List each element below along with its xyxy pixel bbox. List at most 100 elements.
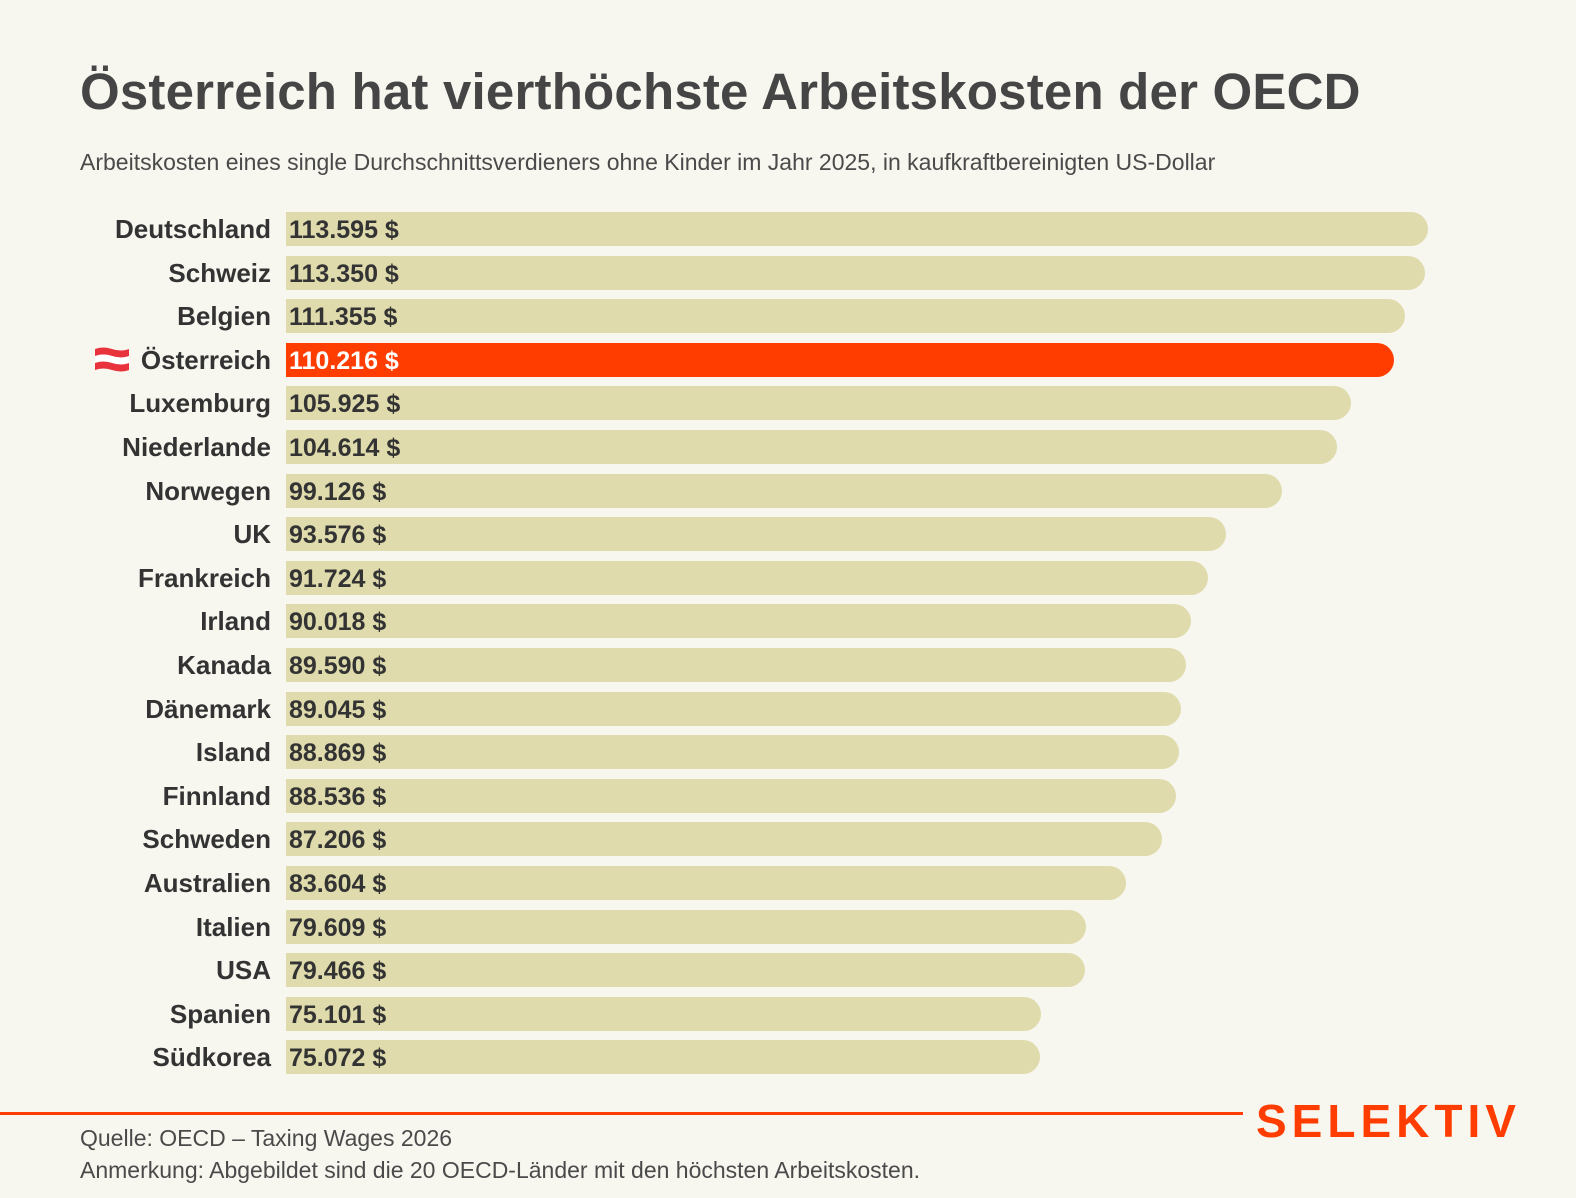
data-label: 89.590 $ <box>289 652 387 680</box>
data-label: 88.536 $ <box>289 782 387 811</box>
bar <box>286 735 1180 770</box>
category-name: Kanada <box>177 650 271 680</box>
category-label: Irland <box>200 604 271 638</box>
data-label: 90.018 $ <box>289 608 387 637</box>
bar <box>286 560 1208 595</box>
category-name: UK <box>233 519 271 550</box>
bar-highlight <box>286 342 1394 377</box>
bar-row: Island 88.869 $ <box>0 735 1576 770</box>
bar-row: Niederlande 104.614 $ <box>0 430 1576 464</box>
bar <box>286 822 1163 857</box>
bar-row: USA 79.466 $ <box>0 953 1576 988</box>
bar-row: Norwegen 99.126 $ <box>0 473 1576 508</box>
data-label: 79.466 $ <box>289 957 387 986</box>
bar-row: Italien 79.609 $ <box>0 909 1576 944</box>
category-name: Finnland <box>162 780 271 811</box>
bar-row: Australien 83.604 $ <box>0 866 1576 900</box>
data-label: 75.072 $ <box>289 1044 387 1073</box>
category-name: Schweden <box>142 824 271 855</box>
bar-row: Finnland 88.536 $ <box>0 778 1576 813</box>
category-name: USA <box>216 955 271 986</box>
category-name: Irland <box>200 606 271 637</box>
bar-row: Schweden 87.206 $ <box>0 822 1576 857</box>
bar <box>286 386 1351 421</box>
category-label: Dänemark <box>145 692 271 726</box>
footnote: Anmerkung: Abgebildet sind die 20 OECD-L… <box>80 1157 920 1183</box>
category-name: Dänemark <box>145 693 271 724</box>
bar <box>286 996 1041 1031</box>
data-label: 99.126 $ <box>289 477 387 506</box>
data-label: 91.724 $ <box>289 564 387 593</box>
category-label: Belgien <box>177 299 271 333</box>
category-label: Österreich <box>93 343 271 377</box>
footer-divider <box>0 1112 1243 1115</box>
bar-row: Deutschland 113.595 $ <box>0 212 1576 246</box>
bar <box>286 212 1428 246</box>
category-name: Südkorea <box>152 1042 272 1073</box>
category-label: Finnland <box>163 779 271 813</box>
category-name: Österreich <box>140 344 271 375</box>
category-label: USA <box>216 953 271 987</box>
brand-logo: SELEKTIV <box>1256 1095 1521 1147</box>
data-label: 75.101 $ <box>289 1000 387 1029</box>
bar <box>286 691 1181 726</box>
data-label: 93.576 $ <box>289 521 387 550</box>
category-label: Australien <box>144 866 271 900</box>
data-label: 111.355 $ <box>289 303 398 332</box>
bar <box>286 473 1283 508</box>
bar-row: UK 93.576 $ <box>0 517 1576 552</box>
bar-row: Luxemburg 105.925 $ <box>0 386 1576 421</box>
category-label: Deutschland <box>115 212 271 246</box>
category-label: UK <box>233 517 271 551</box>
austria-flag-icon <box>94 347 129 372</box>
bar-row: Frankreich 91.724 $ <box>0 560 1576 595</box>
data-label: 83.604 $ <box>289 870 387 898</box>
bar-row: Dänemark 89.045 $ <box>0 691 1576 726</box>
category-label: Norwegen <box>145 474 271 508</box>
source-note: Quelle: OECD – Taxing Wages 2026 <box>80 1125 453 1151</box>
data-label: 113.350 $ <box>289 259 399 288</box>
category-label: Island <box>196 735 271 769</box>
bar <box>286 1040 1041 1075</box>
bar <box>286 604 1191 639</box>
category-name: Italien <box>195 911 271 942</box>
bar <box>286 953 1085 988</box>
category-label: Kanada <box>177 648 271 682</box>
category-label: Schweden <box>142 822 271 856</box>
data-label: 105.925 $ <box>289 390 401 419</box>
bar-row: Österreich 110.216 $ <box>0 342 1576 377</box>
category-label: Italien <box>196 910 271 944</box>
category-label: Schweiz <box>168 256 271 290</box>
bar-row: Kanada 89.590 $ <box>0 648 1576 682</box>
chart-title: Österreich hat vierthöchste Arbeitskoste… <box>80 63 1361 120</box>
data-label: 89.045 $ <box>289 695 387 724</box>
bar <box>286 299 1406 334</box>
bar <box>286 909 1087 944</box>
category-name: Spanien <box>169 998 271 1029</box>
category-name: Norwegen <box>145 475 271 506</box>
bar-row: Irland 90.018 $ <box>0 604 1576 639</box>
bar-chart: Deutschland 113.595 $ Schweiz 113.350 $ Belg… <box>0 212 1576 1075</box>
data-label: 88.869 $ <box>289 739 387 768</box>
category-name: Australien <box>143 868 271 898</box>
bar-row: Schweiz 113.350 $ <box>0 255 1576 290</box>
bar-row: Belgien 111.355 $ <box>0 299 1576 334</box>
category-name: Niederlande <box>122 432 271 462</box>
category-name: Luxemburg <box>129 388 271 419</box>
data-label: 104.614 $ <box>289 434 401 462</box>
bar-row: Südkorea 75.072 $ <box>0 1040 1576 1075</box>
bar <box>286 430 1338 464</box>
chart-subtitle: Arbeitskosten eines single Durchschnitts… <box>80 149 1216 175</box>
category-label: Südkorea <box>153 1040 272 1074</box>
bar <box>286 778 1176 813</box>
bar <box>286 648 1187 682</box>
category-label: Spanien <box>170 997 271 1031</box>
category-name: Deutschland <box>114 214 271 244</box>
bar <box>286 255 1426 290</box>
category-label: Niederlande <box>122 430 271 464</box>
category-label: Luxemburg <box>129 386 271 420</box>
data-label: 79.609 $ <box>289 913 387 942</box>
category-name: Island <box>195 737 271 768</box>
bar <box>286 517 1227 552</box>
category-label: Frankreich <box>138 561 271 595</box>
